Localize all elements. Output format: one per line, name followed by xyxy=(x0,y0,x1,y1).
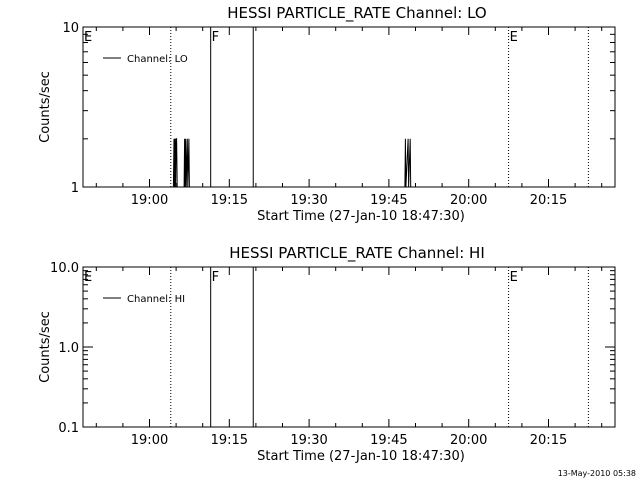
chart2-xtick-label: 19:15 xyxy=(211,433,248,448)
chart1-xtick-label: 19:30 xyxy=(290,193,327,208)
chart2-ytick-label: 10.0 xyxy=(50,261,79,276)
chart2-plot-frame xyxy=(82,266,616,428)
chart2-legend-label: Channel: HI xyxy=(127,294,185,305)
chart1-xtick-label: 19:45 xyxy=(370,193,407,208)
chart2-title: HESSI PARTICLE_RATE Channel: HI xyxy=(229,244,485,263)
chart1-xtick-label: 19:00 xyxy=(131,193,168,208)
chart2-xtick-label: 20:15 xyxy=(530,433,567,448)
chart1-marker-label: E xyxy=(510,30,518,45)
chart1-title: HESSI PARTICLE_RATE Channel: LO xyxy=(227,4,486,23)
chart1-ytick-label: 10 xyxy=(62,21,79,36)
chart1-ytick-label: 1 xyxy=(71,181,79,196)
footer-timestamp: 13-May-2010 05:38 xyxy=(557,469,636,478)
chart2-xtick-label: 19:45 xyxy=(370,433,407,448)
chart1-xtick-label: 19:15 xyxy=(211,193,248,208)
chart1-xlabel: Start Time (27-Jan-10 18:47:30) xyxy=(257,209,465,224)
chart2-xtick-label: 19:30 xyxy=(290,433,327,448)
chart1-ylabel: Counts/sec xyxy=(38,71,53,143)
chart2-xlabel: Start Time (27-Jan-10 18:47:30) xyxy=(257,449,465,464)
chart1-series-line xyxy=(172,138,412,188)
chart2-ytick-label: 1.0 xyxy=(58,341,79,356)
chart1-legend-label: Channel: LO xyxy=(127,54,188,65)
chart2-xtick-label: 19:00 xyxy=(131,433,168,448)
chart2-marker-label: F xyxy=(212,270,219,285)
chart2-ylabel: Counts/sec xyxy=(38,311,53,383)
chart2-ytick-label: 0.1 xyxy=(58,421,79,436)
chart1-xtick-label: 20:15 xyxy=(530,193,567,208)
chart1-plot-frame xyxy=(82,26,616,188)
chart1-marker-label: E xyxy=(84,30,92,45)
chart1-xtick-label: 20:00 xyxy=(450,193,487,208)
chart2-marker-label: E xyxy=(510,270,518,285)
chart2-marker-label: E xyxy=(84,270,92,285)
chart1-marker-label: F xyxy=(212,30,219,45)
chart2-xtick-label: 20:00 xyxy=(450,433,487,448)
